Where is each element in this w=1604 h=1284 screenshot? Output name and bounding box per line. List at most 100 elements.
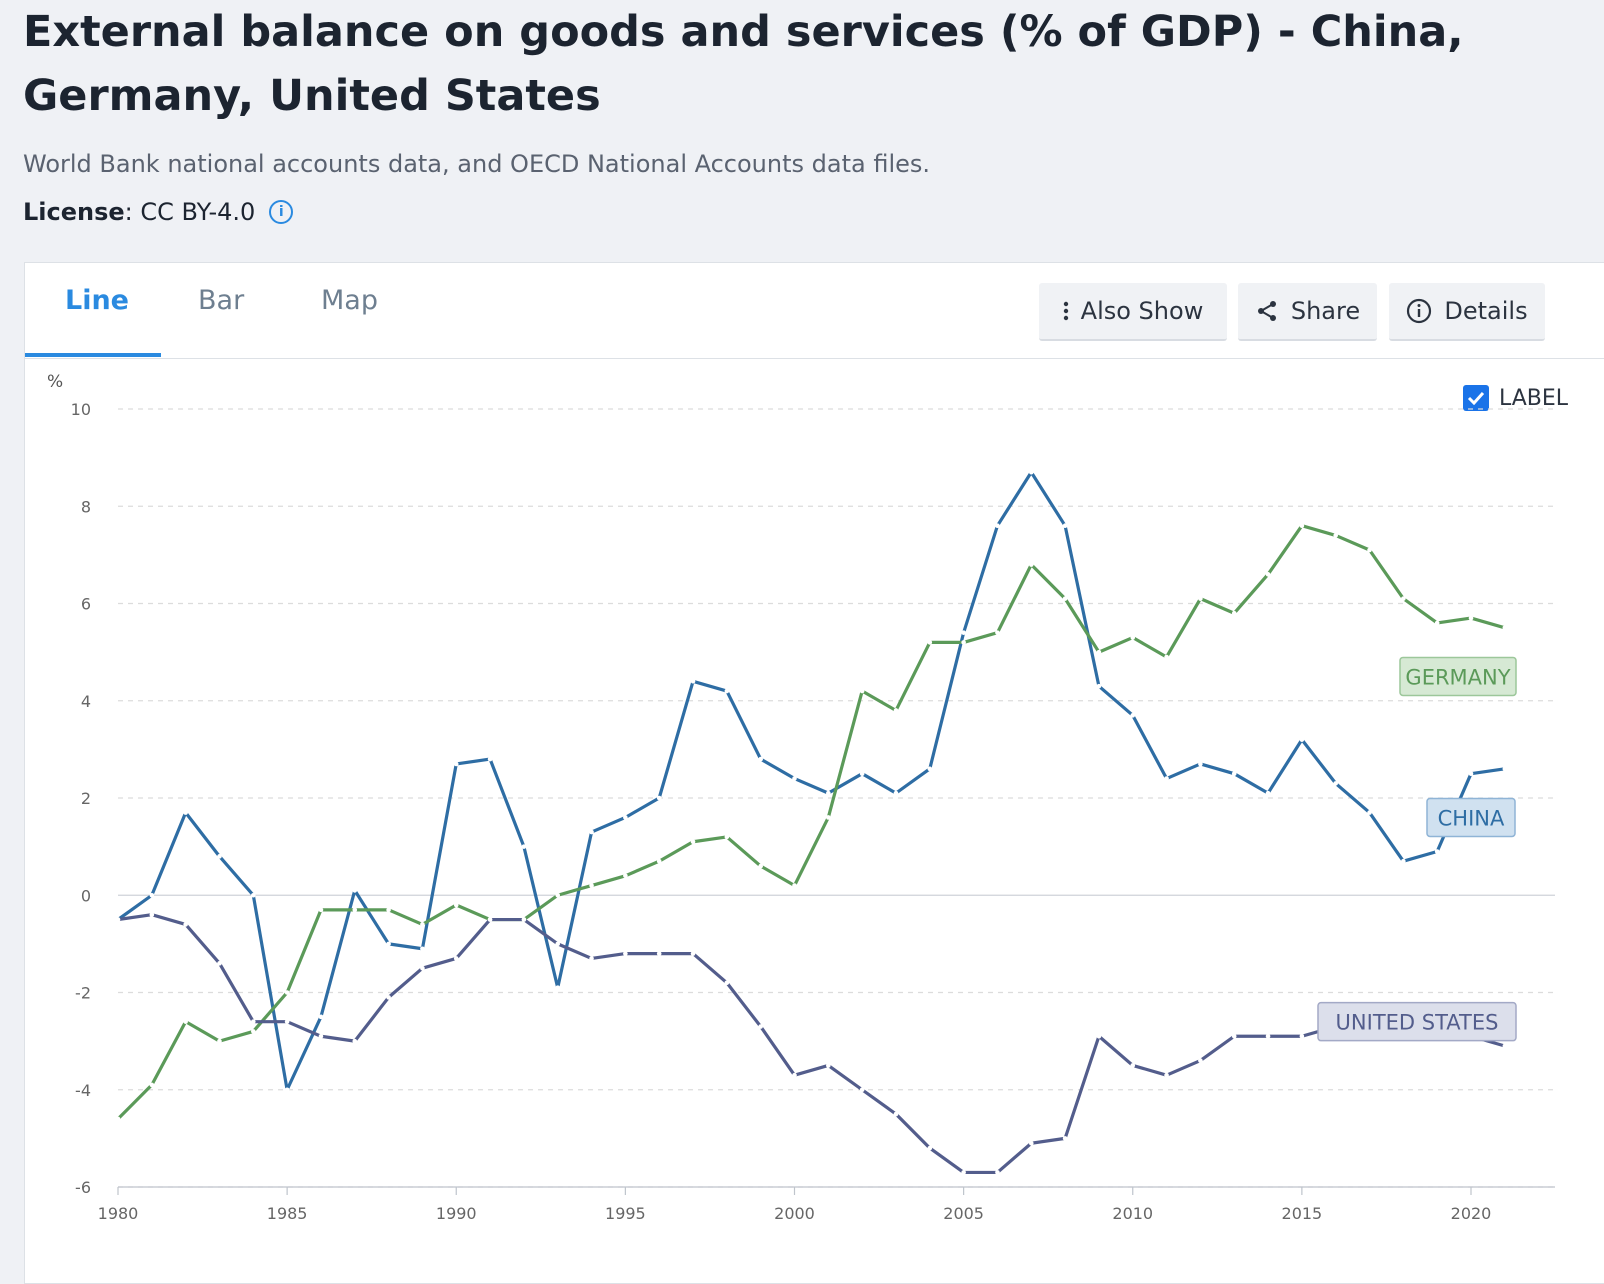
tab-line[interactable]: Line: [65, 285, 129, 316]
china-data-point: [758, 756, 763, 762]
united-states-data-point: [251, 1019, 256, 1024]
germany-data-point: [1502, 625, 1508, 631]
china-data-point: [1265, 790, 1271, 796]
china-data-point: [724, 688, 730, 694]
y-tick-label: 0: [81, 886, 91, 905]
germany-data-point: [1062, 596, 1068, 601]
germany-data-point: [1434, 620, 1440, 626]
germany-data-point: [1468, 615, 1474, 621]
y-tick-label: -6: [75, 1178, 91, 1197]
germany-data-point: [1130, 635, 1136, 640]
info-circle-icon: [1407, 298, 1432, 324]
y-tick-label: 4: [81, 692, 91, 711]
united-states-data-point: [893, 1111, 899, 1117]
china-data-point: [927, 766, 933, 772]
china-label-text: CHINA: [1438, 806, 1505, 830]
china-data-point: [1096, 683, 1102, 689]
germany-data-point: [1367, 547, 1372, 553]
tab-bar-chart[interactable]: Bar: [198, 285, 245, 316]
united-states-label-box: [1317, 1001, 1517, 1042]
germany-data-point: [1028, 562, 1034, 567]
line-chart: % -6 -4 -2 0 2 4 6 8 10 1980 1985 1990 1995 2000 2005 20…: [47, 372, 1555, 1223]
united-states-data-point: [1198, 1058, 1203, 1063]
page-title: External balance on goods and services (…: [23, 7, 1464, 121]
x-tick-label: 1990: [436, 1204, 477, 1223]
germany-data-point: [893, 708, 899, 713]
germany-data-point: [284, 990, 290, 995]
china-data-point: [792, 776, 797, 781]
united-states-data-point: [555, 941, 561, 947]
china-data-point: [1434, 849, 1440, 854]
germany-data-point: [859, 688, 865, 694]
china-data-point: [826, 790, 831, 796]
germany-data-point: [555, 892, 561, 898]
united-states-data-point: [690, 951, 696, 956]
china-data-point: [149, 892, 155, 898]
china-data-point: [555, 985, 561, 990]
china-data-point: [1502, 766, 1508, 772]
china-data-point: [1333, 781, 1338, 786]
china-data-point: [386, 941, 391, 947]
united-states-data-point: [183, 922, 188, 927]
united-states-label-text: UNITED STATES: [1336, 1011, 1499, 1035]
china-data-point: [656, 795, 662, 801]
united-states-data-point: [961, 1170, 966, 1175]
germany-data-point: [656, 858, 662, 864]
united-states-data-point: [758, 1024, 763, 1029]
x-tick-label: 1985: [267, 1204, 308, 1223]
details-button[interactable]: Details: [1389, 283, 1545, 341]
china-data-point: [995, 523, 1000, 528]
china-data-point: [1299, 737, 1305, 742]
china-data-point: [893, 790, 899, 796]
label-toggle-text: LABEL: [1499, 385, 1569, 411]
germany-data-point: [386, 907, 391, 913]
x-tick-label: 2020: [1451, 1204, 1492, 1223]
germany-label-text: GERMANY: [1405, 665, 1510, 689]
germany-data-point: [453, 902, 459, 908]
germany-data-point: [149, 1082, 155, 1088]
china-data-point: [1164, 776, 1169, 781]
source-text: World Bank national accounts data, and O…: [23, 150, 931, 178]
united-states-data-point: [927, 1145, 933, 1151]
label-toggle[interactable]: LABEL: [1463, 385, 1568, 411]
germany-data-point: [217, 1038, 222, 1044]
label-checkbox[interactable]: [1463, 385, 1489, 411]
united-states-data-point: [1028, 1140, 1034, 1146]
more-vertical-icon: [1063, 301, 1068, 321]
germany-data-point: [995, 630, 1000, 635]
united-states-data-point: [1096, 1033, 1102, 1039]
china-data-point: [1198, 761, 1203, 767]
united-states-data-point: [623, 951, 628, 956]
united-states-data-point: [1130, 1063, 1136, 1068]
active-tab-indicator: [25, 353, 161, 357]
y-axis-unit-label: %: [47, 372, 63, 392]
also-show-button[interactable]: Also Show: [1039, 283, 1227, 341]
china-data-point: [1401, 858, 1406, 864]
china-data-point: [521, 844, 527, 849]
united-states-data-point: [217, 961, 222, 966]
germany-data-point: [1265, 572, 1271, 577]
share-label: Share: [1290, 297, 1361, 325]
germany-data-point: [792, 883, 797, 888]
united-states-series-line: [117, 913, 1506, 1175]
details-label: Details: [1444, 297, 1528, 325]
china-data-point: [1028, 469, 1034, 475]
china-data-point: [1130, 713, 1136, 718]
china-data-point: [352, 888, 358, 893]
china-data-point: [623, 815, 628, 820]
x-tick-label: 2005: [943, 1204, 984, 1223]
united-states-data-point: [386, 995, 391, 1000]
tab-bar: Line Bar Map Also Show Share Details: [25, 263, 1604, 359]
tab-map[interactable]: Map: [321, 285, 378, 316]
united-states-data-point: [521, 917, 527, 922]
china-data-point: [1231, 771, 1237, 776]
united-states-data-point: [487, 917, 493, 922]
united-states-data-point: [1164, 1072, 1169, 1078]
united-states-data-point: [859, 1087, 865, 1093]
united-states-data-point: [149, 912, 155, 917]
germany-data-point: [1231, 610, 1237, 616]
share-button[interactable]: Share: [1238, 283, 1377, 341]
germany-data-point: [623, 873, 628, 879]
germany-data-point: [1096, 649, 1102, 655]
info-icon[interactable]: i: [269, 200, 294, 224]
